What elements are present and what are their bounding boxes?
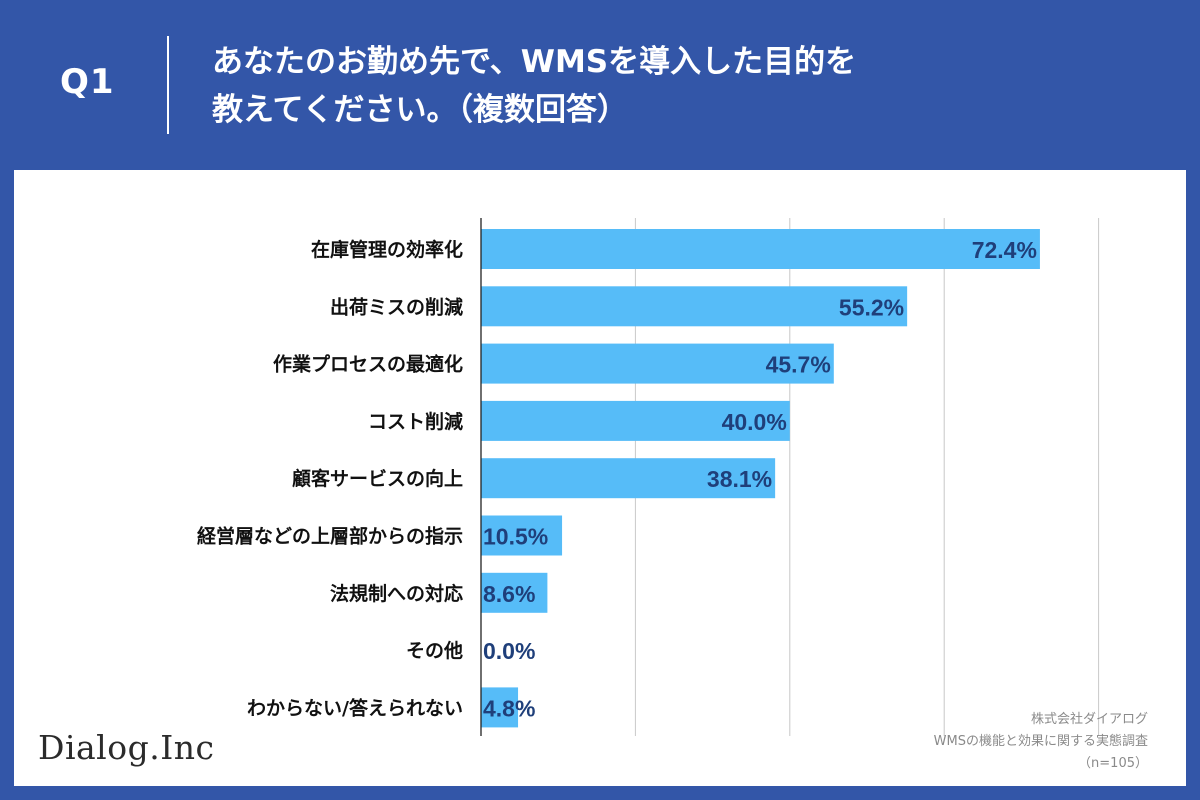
bar bbox=[481, 400, 790, 441]
value-label: 45.7% bbox=[766, 352, 831, 378]
source-sample: （n=105） bbox=[1078, 756, 1148, 771]
source-note: 株式会社ダイアログ WMSの機能と効果に関する実態調査 （n=105） bbox=[748, 709, 1148, 775]
category-label: 作業プロセスの最適化 bbox=[273, 353, 463, 376]
header: Q1 あなたのお勤め先で、WMSを導入した目的を 教えてください。（複数回答） bbox=[0, 0, 1200, 170]
category-label: コスト削減 bbox=[368, 410, 463, 433]
category-label: 法規制への対応 bbox=[330, 582, 463, 605]
question-title-line-2: 教えてください。（複数回答） bbox=[212, 92, 629, 128]
bar bbox=[481, 229, 1040, 269]
value-label: 8.6% bbox=[483, 581, 535, 607]
bar bbox=[481, 343, 834, 384]
category-label: 在庫管理の効率化 bbox=[311, 238, 463, 261]
category-label: 顧客サービスの向上 bbox=[292, 467, 463, 490]
value-label: 38.1% bbox=[707, 466, 772, 492]
value-label: 55.2% bbox=[839, 294, 904, 320]
value-label: 40.0% bbox=[722, 409, 787, 435]
value-label: 4.8% bbox=[483, 695, 535, 721]
category-label: わからない/答えられない bbox=[247, 696, 463, 719]
question-title-line-1: あなたのお勤め先で、WMSを導入した目的を bbox=[212, 44, 857, 80]
bar bbox=[481, 687, 519, 728]
value-label: 72.4% bbox=[972, 237, 1037, 263]
category-label: 経営層などの上層部からの指示 bbox=[197, 525, 463, 548]
source-survey: WMSの機能と効果に関する実態調査 bbox=[933, 734, 1148, 749]
bar bbox=[481, 286, 908, 327]
company-logo: Dialog.Inc bbox=[38, 728, 215, 767]
question-number: Q1 bbox=[60, 62, 115, 102]
header-divider bbox=[167, 36, 169, 134]
bar-chart: 在庫管理の効率化 72.4% 出荷ミスの削減 55.2% 作業プロセスの最適化 45.7%… bbox=[197, 218, 1100, 736]
source-company: 株式会社ダイアログ bbox=[1030, 712, 1148, 727]
value-label: 0.0% bbox=[483, 638, 535, 664]
category-label: その他 bbox=[406, 639, 463, 662]
bar bbox=[481, 515, 563, 556]
bar bbox=[481, 458, 776, 499]
category-label: 出荷ミスの削減 bbox=[330, 295, 463, 318]
value-label: 10.5% bbox=[483, 524, 548, 550]
question-title: あなたのお勤め先で、WMSを導入した目的を 教えてください。（複数回答） bbox=[212, 38, 1112, 134]
chart-panel: 在庫管理の効率化 72.4% 出荷ミスの削減 55.2% 作業プロセスの最適化 45.7%… bbox=[14, 170, 1186, 786]
bar bbox=[481, 572, 548, 613]
